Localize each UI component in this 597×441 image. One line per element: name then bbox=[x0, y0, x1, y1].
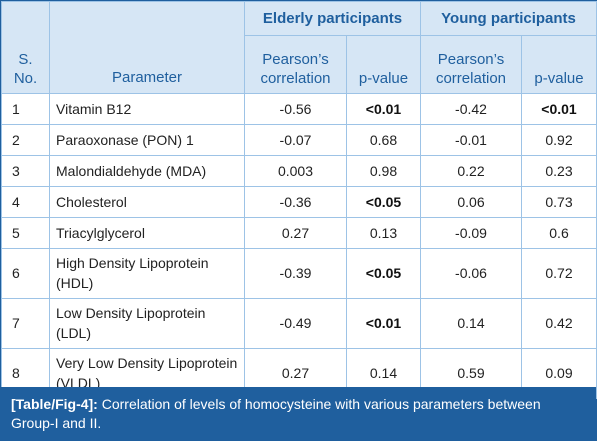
header-young-pvalue: p-value bbox=[520, 35, 597, 94]
header-elderly-pearson: Pearson’s correlation bbox=[244, 35, 347, 94]
correlation-table: Elderly participants Young participants … bbox=[1, 1, 597, 399]
header-blank-param bbox=[49, 1, 245, 36]
header-parameter: Parameter bbox=[49, 35, 245, 94]
cell-young-p: 0.6 bbox=[520, 216, 597, 249]
cell-parameter: Triacylglycerol bbox=[49, 216, 245, 249]
cell-elderly-r: -0.56 bbox=[244, 92, 347, 125]
cell-young-r: -0.42 bbox=[420, 92, 522, 125]
header-sno-label: S. No. bbox=[13, 50, 38, 87]
cell-young-p: 0.42 bbox=[520, 297, 597, 349]
cell-elderly-r: -0.36 bbox=[244, 185, 347, 218]
cell-parameter: Vitamin B12 bbox=[49, 92, 245, 125]
table-row: 5 Triacylglycerol 0.27 0.13 -0.09 0.6 bbox=[1, 216, 597, 249]
cell-sno: 5 bbox=[1, 216, 50, 249]
cell-elderly-r: -0.07 bbox=[244, 123, 347, 156]
cell-elderly-p: <0.05 bbox=[346, 185, 421, 218]
header-elderly-pvalue: p-value bbox=[346, 35, 421, 94]
header-row-groups: Elderly participants Young participants bbox=[1, 1, 597, 36]
cell-elderly-p: 0.68 bbox=[346, 123, 421, 156]
cell-young-p: 0.92 bbox=[520, 123, 597, 156]
cell-elderly-p: <0.01 bbox=[346, 92, 421, 125]
cell-young-r: 0.22 bbox=[420, 154, 522, 187]
cell-elderly-p: 0.98 bbox=[346, 154, 421, 187]
cell-elderly-r: -0.49 bbox=[244, 297, 347, 349]
table-caption: [Table/Fig-4]: Correlation of levels of … bbox=[1, 387, 596, 440]
cell-elderly-p: 0.13 bbox=[346, 216, 421, 249]
cell-parameter: Cholesterol bbox=[49, 185, 245, 218]
header-row-columns: S. No. Parameter Pearson’s correlation p-v… bbox=[1, 35, 597, 94]
header-young-pearson: Pearson’s correlation bbox=[420, 35, 522, 94]
cell-elderly-p: <0.05 bbox=[346, 247, 421, 299]
table-row: 4 Cholesterol -0.36 <0.05 0.06 0.73 bbox=[1, 185, 597, 218]
cell-young-r: 0.14 bbox=[420, 297, 522, 349]
cell-young-r: -0.06 bbox=[420, 247, 522, 299]
cell-parameter: Paraoxonase (PON) 1 bbox=[49, 123, 245, 156]
cell-young-p: 0.73 bbox=[520, 185, 597, 218]
cell-young-r: 0.06 bbox=[420, 185, 522, 218]
header-pearson-label: Pearson’s correlation bbox=[435, 50, 507, 87]
cell-young-p: <0.01 bbox=[520, 92, 597, 125]
table-row: 1 Vitamin B12 -0.56 <0.01 -0.42 <0.01 bbox=[1, 92, 597, 125]
table-row: 6 High Density Lipoprotein (HDL) -0.39 <… bbox=[1, 247, 597, 299]
caption-tag: [Table/Fig-4]: bbox=[11, 396, 98, 412]
cell-parameter: Malondialdehyde (MDA) bbox=[49, 154, 245, 187]
cell-young-p: 0.72 bbox=[520, 247, 597, 299]
cell-young-p: 0.23 bbox=[520, 154, 597, 187]
cell-young-r: -0.09 bbox=[420, 216, 522, 249]
cell-parameter: High Density Lipoprotein (HDL) bbox=[49, 247, 245, 299]
header-group-young: Young participants bbox=[419, 1, 597, 36]
cell-sno: 4 bbox=[1, 185, 50, 218]
header-group-elderly: Elderly participants bbox=[244, 1, 421, 36]
cell-young-r: -0.01 bbox=[420, 123, 522, 156]
cell-sno: 6 bbox=[1, 247, 50, 299]
table-row: 7 Low Density Lipoprotein (LDL) -0.49 <0… bbox=[1, 297, 597, 349]
header-blank-sno bbox=[1, 1, 50, 36]
table-row: 2 Paraoxonase (PON) 1 -0.07 0.68 -0.01 0… bbox=[1, 123, 597, 156]
cell-elderly-r: 0.27 bbox=[244, 216, 347, 249]
header-pearson-label: Pearson’s correlation bbox=[260, 50, 331, 87]
cell-parameter: Low Density Lipoprotein (LDL) bbox=[49, 297, 245, 349]
cell-elderly-r: 0.003 bbox=[244, 154, 347, 187]
cell-sno: 1 bbox=[1, 92, 50, 125]
cell-elderly-p: <0.01 bbox=[346, 297, 421, 349]
caption-text: Correlation of levels of homocysteine wi… bbox=[11, 396, 541, 431]
cell-sno: 3 bbox=[1, 154, 50, 187]
cell-sno: 2 bbox=[1, 123, 50, 156]
header-sno: S. No. bbox=[1, 35, 50, 94]
cell-sno: 7 bbox=[1, 297, 50, 349]
cell-elderly-r: -0.39 bbox=[244, 247, 347, 299]
table-row: 3 Malondialdehyde (MDA) 0.003 0.98 0.22 … bbox=[1, 154, 597, 187]
